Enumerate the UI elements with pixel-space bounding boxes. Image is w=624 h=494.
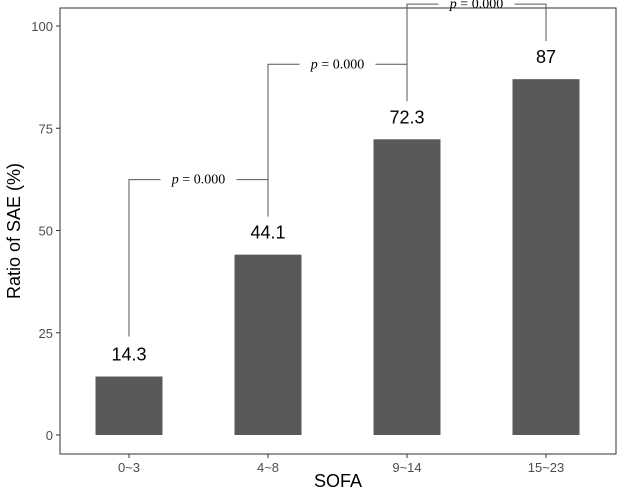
x-tick-label: 4~8 <box>257 460 279 475</box>
p-value-label: p = 0.000 <box>449 0 503 12</box>
y-tick-label: 50 <box>39 224 53 239</box>
bar-value-label: 72.3 <box>389 107 424 127</box>
bar <box>373 139 441 435</box>
bar <box>234 254 302 435</box>
x-axis-title: SOFA <box>314 471 362 491</box>
x-tick-label: 0~3 <box>118 460 140 475</box>
y-tick-label: 100 <box>31 19 53 34</box>
significance-bracket <box>406 3 547 100</box>
bar <box>95 376 163 435</box>
bar-value-labels: 14.3 44.1 72.3 87 <box>111 47 556 364</box>
bar-value-label: 44.1 <box>250 223 285 243</box>
p-value-text: = 0.000 <box>460 0 503 12</box>
y-tick-label: 75 <box>39 121 53 136</box>
x-axis-ticks: 0~3 4~8 9~14 15~23 <box>118 454 564 475</box>
p-value-label: p = 0.000 <box>171 173 225 188</box>
y-tick-label: 0 <box>46 428 53 443</box>
y-axis-ticks: 0 25 50 75 100 <box>31 19 60 443</box>
x-tick-label: 9~14 <box>392 460 421 475</box>
x-tick-label: 15~23 <box>528 460 565 475</box>
p-value-text: = 0.000 <box>182 173 225 188</box>
p-symbol: p <box>449 0 461 12</box>
bar-value-label: 14.3 <box>111 345 146 365</box>
p-symbol: p <box>310 57 322 72</box>
y-axis-title: Ratio of SAE (%) <box>4 163 24 299</box>
bar-value-label: 87 <box>536 47 556 67</box>
p-value-label: p = 0.000 <box>310 57 364 72</box>
bars <box>95 79 580 436</box>
bar <box>512 79 580 436</box>
y-tick-label: 25 <box>39 326 53 341</box>
p-value-text: = 0.000 <box>321 57 364 72</box>
p-symbol: p <box>171 173 183 188</box>
